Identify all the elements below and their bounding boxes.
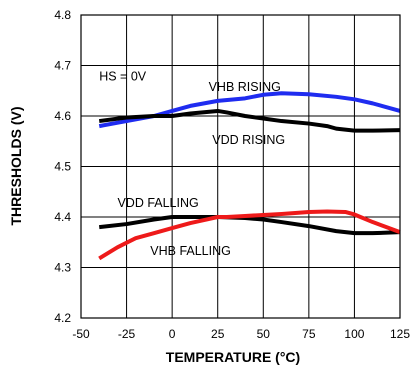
- annotation-vhb-rising: VHB RISING: [209, 80, 281, 94]
- y-tick-label: 4.3: [54, 261, 71, 275]
- data-series: [98, 91, 401, 261]
- x-tick-label: 125: [390, 327, 410, 341]
- series-line-vhb-falling: [98, 209, 401, 261]
- x-tick-label: 100: [344, 327, 364, 341]
- y-tick-label: 4.8: [54, 8, 71, 22]
- x-axis-title: TEMPERATURE (°C): [166, 349, 300, 365]
- annotation-vdd-rising: VDD RISING: [212, 133, 285, 147]
- plot-border: [80, 14, 401, 319]
- annotations: HS = 0V VHB RISING VDD RISING VDD FALLING VH…: [99, 70, 285, 258]
- y-tick-label: 4.7: [54, 59, 71, 73]
- y-tick-label: 4.5: [54, 160, 71, 174]
- y-tick-label: 4.2: [54, 311, 71, 325]
- series-line-vdd-falling: [99, 215, 401, 236]
- plot-frame: [80, 14, 401, 319]
- x-tick-label: -25: [118, 327, 136, 341]
- x-tick-label: -50: [72, 327, 90, 341]
- y-tick-label: 4.6: [54, 109, 71, 123]
- annotation-hs-0v: HS = 0V: [99, 70, 147, 84]
- annotation-vhb-falling: VHB FALLING: [150, 244, 231, 258]
- annotation-vdd-falling: VDD FALLING: [117, 196, 198, 210]
- series-line-vdd-rising: [98, 108, 401, 133]
- y-tick-label: 4.4: [54, 210, 71, 224]
- y-axis-title: THRESHOLDS (V): [8, 107, 24, 226]
- x-tick-label: 75: [302, 327, 316, 341]
- grid-lines: [81, 15, 400, 318]
- x-tick-label: 0: [169, 327, 176, 341]
- tick-labels: -50 -25 0 25 50 75 100 125 4.2 4.3 4.4 4.5 4.6 4.7 4.8: [54, 8, 410, 341]
- x-tick-label: 25: [211, 327, 225, 341]
- x-tick-label: 50: [257, 327, 271, 341]
